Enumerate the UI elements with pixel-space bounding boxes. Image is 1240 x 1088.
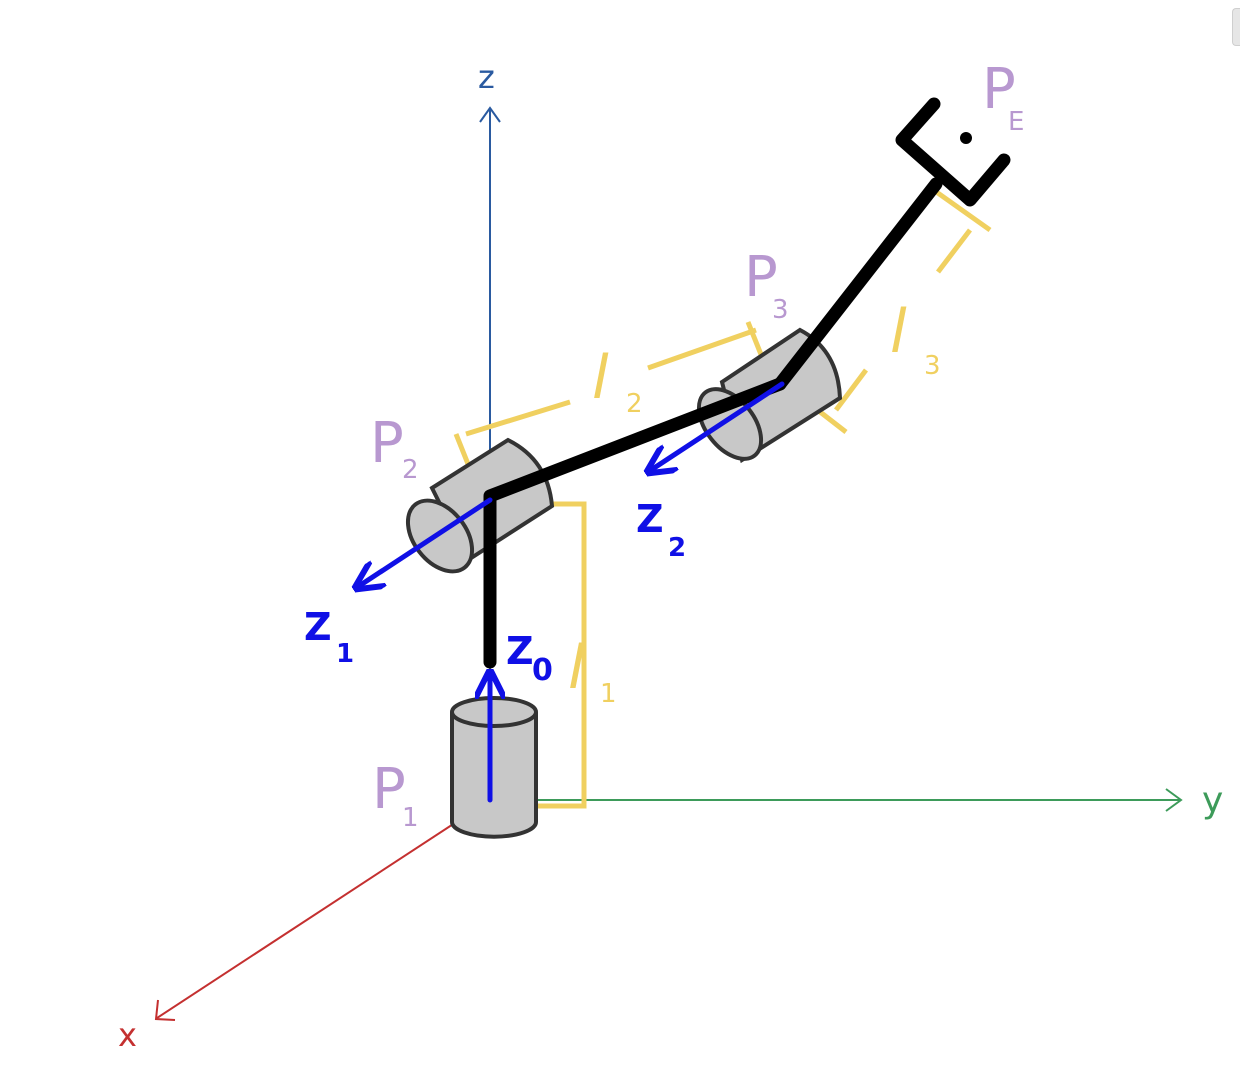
length-labels: l 1 l 2 l 3 — [568, 297, 941, 709]
l1-subscript: 1 — [600, 679, 617, 709]
p3-subscript: 3 — [772, 295, 789, 325]
world-y-axis — [490, 788, 1183, 812]
p2-label: P — [370, 411, 404, 476]
y-axis-label: y — [1202, 780, 1223, 821]
link-3-e — [773, 177, 943, 391]
z0-subscript: 0 — [532, 653, 553, 688]
l2-label: l — [592, 343, 609, 413]
l3-label: l — [890, 297, 907, 367]
joint-p3-cylinder — [696, 327, 843, 464]
l2-line-a — [465, 399, 571, 437]
l1-label: l — [568, 633, 585, 703]
p1-label: P — [372, 757, 406, 822]
z2-subscript: 2 — [668, 533, 686, 563]
world-x-axis — [154, 799, 491, 1021]
l2-line-b — [647, 327, 757, 371]
z1-label: Z — [304, 605, 332, 649]
z-axis-label: z — [478, 58, 495, 96]
z1-arrow — [356, 497, 493, 588]
joint-axis-labels: Z 0 Z 1 Z 2 — [304, 497, 686, 688]
z1-subscript: 1 — [336, 639, 354, 669]
l3-subscript: 3 — [924, 351, 941, 381]
z2-label: Z — [636, 497, 664, 541]
p3-label: P — [744, 245, 778, 310]
z2-arrow — [648, 381, 785, 472]
p2-subscript: 2 — [402, 455, 419, 485]
pe-subscript: E — [1008, 107, 1024, 137]
l2-subscript: 2 — [626, 389, 643, 419]
x-axis-label: x — [118, 1016, 137, 1054]
link-1-2 — [483, 377, 787, 669]
robot-links — [483, 97, 1011, 669]
joint-axes-arrows — [356, 381, 785, 803]
window-edge-tab — [1232, 8, 1240, 46]
end-effector-gripper — [895, 97, 1011, 207]
joint-p1-cylinder — [450, 696, 538, 839]
p1-subscript: 1 — [402, 803, 419, 833]
l3-line-a — [936, 228, 972, 274]
pe-label: P — [982, 57, 1016, 122]
l3-tick-top — [926, 183, 992, 233]
l3-line-b — [834, 368, 868, 412]
z0-label: Z — [506, 629, 534, 673]
point-labels: P 1 P 2 P 3 P E — [370, 57, 1024, 833]
end-effector-point — [960, 132, 972, 144]
